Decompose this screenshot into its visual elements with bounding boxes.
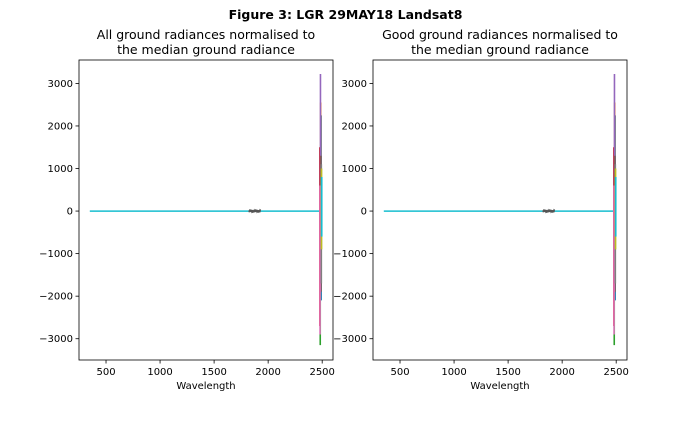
right-x-tick-label: 2000 (549, 367, 574, 378)
right-x-tick-label: 500 (390, 367, 409, 378)
right-y-tick-label: −3000 (333, 334, 367, 345)
left-plot-title-line1: All ground radiances normalised to (96, 27, 316, 42)
right-y-tick-label: 2000 (342, 121, 367, 132)
left-y-tick-label: −3000 (39, 334, 73, 345)
right-x-tick-label: 2500 (603, 367, 628, 378)
right-y-tick-label: −1000 (333, 249, 367, 260)
left-plot-title: All ground radiances normalised to the m… (79, 27, 333, 57)
right-y-tick-label: 1000 (342, 164, 367, 175)
right-y-tick-label: 0 (361, 207, 367, 218)
right-plot-title: Good ground radiances normalised to the … (373, 27, 627, 57)
right-noise-region (542, 208, 556, 214)
left-y-tick-label: 0 (67, 207, 73, 218)
left-x-tick-label: 2500 (309, 367, 334, 378)
right-plot-title-line2: the median ground radiance (411, 42, 589, 57)
right-y-tick-label: −2000 (333, 292, 367, 303)
left-plot-title-line2: the median ground radiance (117, 42, 295, 57)
left-y-tick-label: −2000 (39, 292, 73, 303)
right-axes-frame (372, 59, 628, 361)
left-noise-region (248, 208, 262, 214)
left-x-axis-label: Wavelength (176, 381, 235, 392)
left-y-tick-label: 2000 (48, 121, 73, 132)
right-y-tick-label: 3000 (342, 79, 367, 90)
left-x-tick-label: 1500 (201, 367, 226, 378)
left-y-tick-label: −1000 (39, 249, 73, 260)
left-y-tick-label: 1000 (48, 164, 73, 175)
left-x-tick-label: 2000 (255, 367, 280, 378)
left-x-tick-label: 1000 (147, 367, 172, 378)
left-axes-frame (78, 59, 334, 361)
right-x-tick-label: 1000 (441, 367, 466, 378)
right-plot-title-line1: Good ground radiances normalised to (382, 27, 618, 42)
left-y-tick-label: 3000 (48, 79, 73, 90)
right-x-axis-label: Wavelength (470, 381, 529, 392)
figure-suptitle: Figure 3: LGR 29MAY18 Landsat8 (228, 7, 463, 22)
right-x-tick-label: 1500 (495, 367, 520, 378)
left-x-tick-label: 500 (96, 367, 115, 378)
